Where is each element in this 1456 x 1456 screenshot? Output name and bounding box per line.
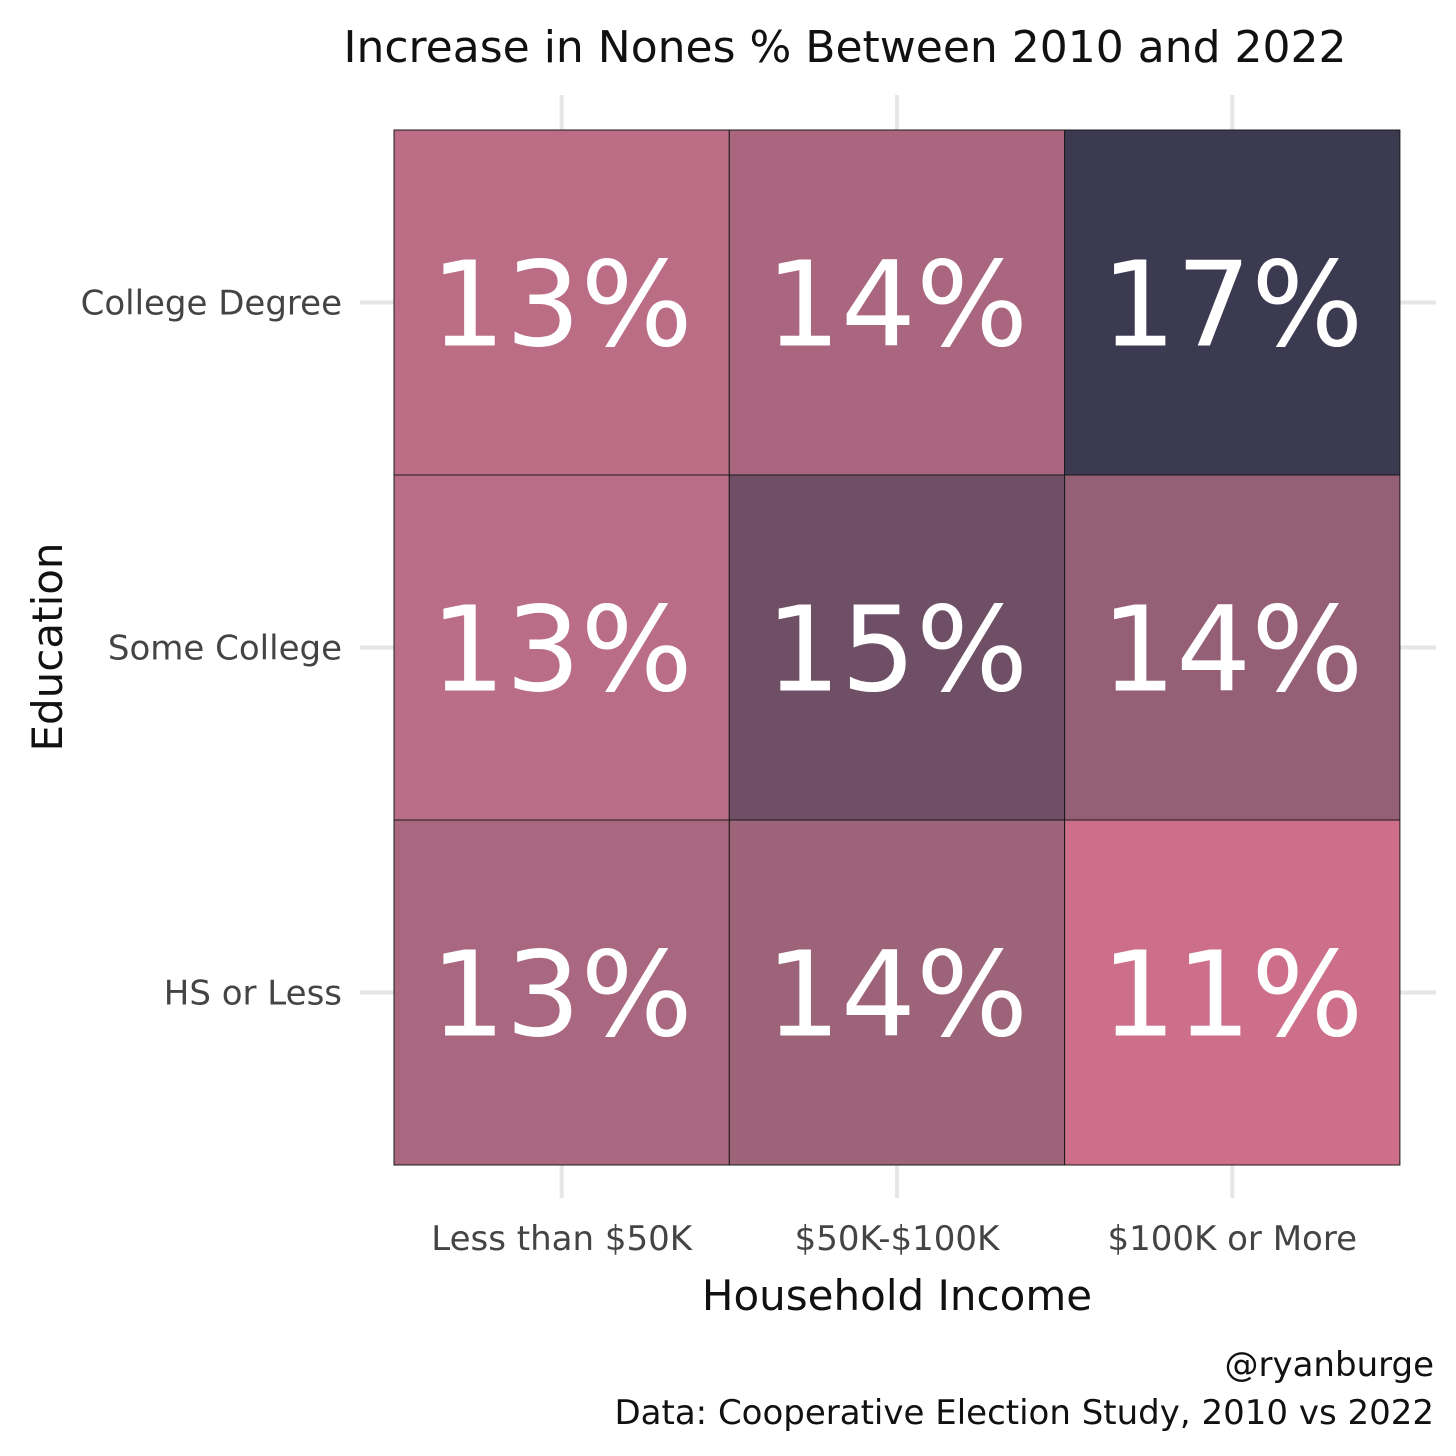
- x-tick-label: Less than $50K: [431, 1219, 693, 1259]
- cell-labels: 13% 14% 17% 13% 15% 14% 13% 14% 11%: [431, 236, 1364, 1064]
- heatmap-cell: [728, 129, 1066, 476]
- cell-value-label: 11%: [1101, 926, 1363, 1064]
- x-tick-label: $50K-$100K: [795, 1219, 1001, 1259]
- caption-author: @ryanburge: [1225, 1345, 1435, 1385]
- heatmap-cell: [1064, 474, 1401, 821]
- heatmap-cell: [393, 129, 730, 476]
- y-axis-title: Education: [23, 542, 72, 751]
- x-axis-title: Household Income: [702, 1271, 1092, 1320]
- y-tick-labels: College Degree Some College HS or Less: [81, 284, 342, 1014]
- x-tick-labels: Less than $50K $50K-$100K $100K or More: [431, 1219, 1357, 1259]
- cell-value-label: 13%: [431, 581, 693, 719]
- caption-source: Data: Cooperative Election Study, 2010 v…: [615, 1393, 1435, 1433]
- y-tick-label: HS or Less: [164, 974, 342, 1014]
- cell-value-label: 14%: [1101, 581, 1363, 719]
- heatmap-cell: [1064, 819, 1401, 1166]
- y-tick-label: College Degree: [81, 284, 342, 324]
- cell-value-label: 14%: [766, 926, 1028, 1064]
- x-tick-label: $100K or More: [1107, 1219, 1357, 1259]
- heatmap-cell: [1064, 129, 1401, 476]
- cell-value-label: 14%: [766, 236, 1028, 374]
- heatmap-tiles: [393, 129, 1401, 1166]
- heatmap-cell: [728, 819, 1066, 1166]
- heatmap-cell: [393, 819, 730, 1166]
- chart-title: Increase in Nones % Between 2010 and 202…: [344, 22, 1347, 73]
- heatmap-cell: [728, 474, 1066, 821]
- y-tick-label: Some College: [108, 629, 342, 669]
- heatmap-cell: [393, 474, 730, 821]
- cell-value-label: 13%: [431, 236, 693, 374]
- cell-value-label: 15%: [766, 581, 1028, 719]
- cell-value-label: 13%: [431, 926, 693, 1064]
- cell-value-label: 17%: [1101, 236, 1363, 374]
